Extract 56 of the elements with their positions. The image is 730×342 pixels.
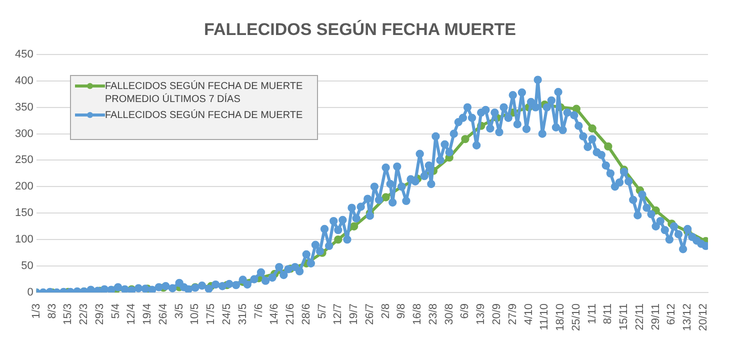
x-tick-label: 1/11 <box>586 303 598 324</box>
x-tick-label: 9/8 <box>396 303 408 319</box>
x-tick-label: 11/10 <box>538 303 551 330</box>
x-tick-label: 15/11 <box>618 303 630 330</box>
x-tick-label: 26/4 <box>157 303 170 325</box>
y-tick-label: 300 <box>14 128 34 140</box>
y-tick-label: 400 <box>14 74 34 87</box>
x-tick-label: 20/12 <box>697 303 710 332</box>
x-tick-label: 24/5 <box>220 303 233 325</box>
x-tick-label: 22/11 <box>634 303 646 330</box>
x-tick-label: 10/5 <box>189 303 202 325</box>
chart-title: FALLECIDOS SEGÚN FECHA MUERTE <box>204 18 516 39</box>
x-tick-label: 6/9 <box>459 303 472 319</box>
x-tick-label: 5/7 <box>316 303 328 319</box>
x-tick-label: 12/4 <box>126 303 138 325</box>
x-tick-label: 31/5 <box>236 303 249 325</box>
x-tick-label: 22/3 <box>78 303 90 325</box>
y-tick-label: 200 <box>14 180 34 193</box>
x-tick-label: 15/3 <box>62 303 74 325</box>
x-tick-label: 25/10 <box>570 303 582 332</box>
x-tick-label: 23/8 <box>427 303 440 325</box>
x-tick-label: 8/11 <box>602 303 614 324</box>
x-tick-label: 6/12 <box>666 303 678 325</box>
x-tick-label: 8/3 <box>46 303 58 319</box>
x-tick-label: 3/5 <box>173 303 186 319</box>
legend-label: FALLECIDOS SEGÚN FECHA DE MUERTE <box>105 109 304 122</box>
x-tick-label: 26/7 <box>364 303 376 325</box>
x-tick-label: 19/7 <box>348 303 360 325</box>
y-tick-label: 100 <box>14 234 34 246</box>
x-tick-label: 21/6 <box>284 303 297 325</box>
x-tick-label: 20/9 <box>491 303 504 325</box>
legend-label: FALLECIDOS SEGÚN FECHA DE MUERTE PROMEDIO ÚLTIMOS 7 DÍAS <box>105 80 304 106</box>
y-tick-label: 0 <box>27 286 34 299</box>
x-tick-label: 30/8 <box>443 303 456 325</box>
x-tick-label: 16/8 <box>412 303 424 325</box>
y-tick-label: 50 <box>21 260 34 272</box>
x-tick-label: 28/6 <box>300 303 312 325</box>
y-tick-label: 350 <box>14 101 34 114</box>
x-tick-label: 2/8 <box>380 303 392 319</box>
x-tick-label: 19/4 <box>142 303 154 325</box>
x-tick-label: 5/4 <box>110 303 122 319</box>
y-tick-label: 250 <box>14 154 34 166</box>
x-tick-label: 27/9 <box>506 303 519 325</box>
x-tick-label: 13/12 <box>682 303 694 332</box>
x-tick-label: 14/6 <box>268 303 281 325</box>
y-tick-label: 450 <box>14 48 34 60</box>
x-tick-label: 1/3 <box>30 303 42 319</box>
y-tick-label: 150 <box>14 207 34 220</box>
x-tick-label: 18/10 <box>554 303 567 332</box>
x-tick-label: 12/7 <box>332 303 344 325</box>
x-tick-label: 29/3 <box>94 303 106 325</box>
x-tick-label: 29/11 <box>650 303 662 330</box>
x-tick-label: 17/5 <box>205 303 218 325</box>
x-tick-label: 4/10 <box>522 303 535 325</box>
x-tick-label: 7/6 <box>252 303 265 319</box>
x-tick-label: 13/9 <box>475 303 488 325</box>
